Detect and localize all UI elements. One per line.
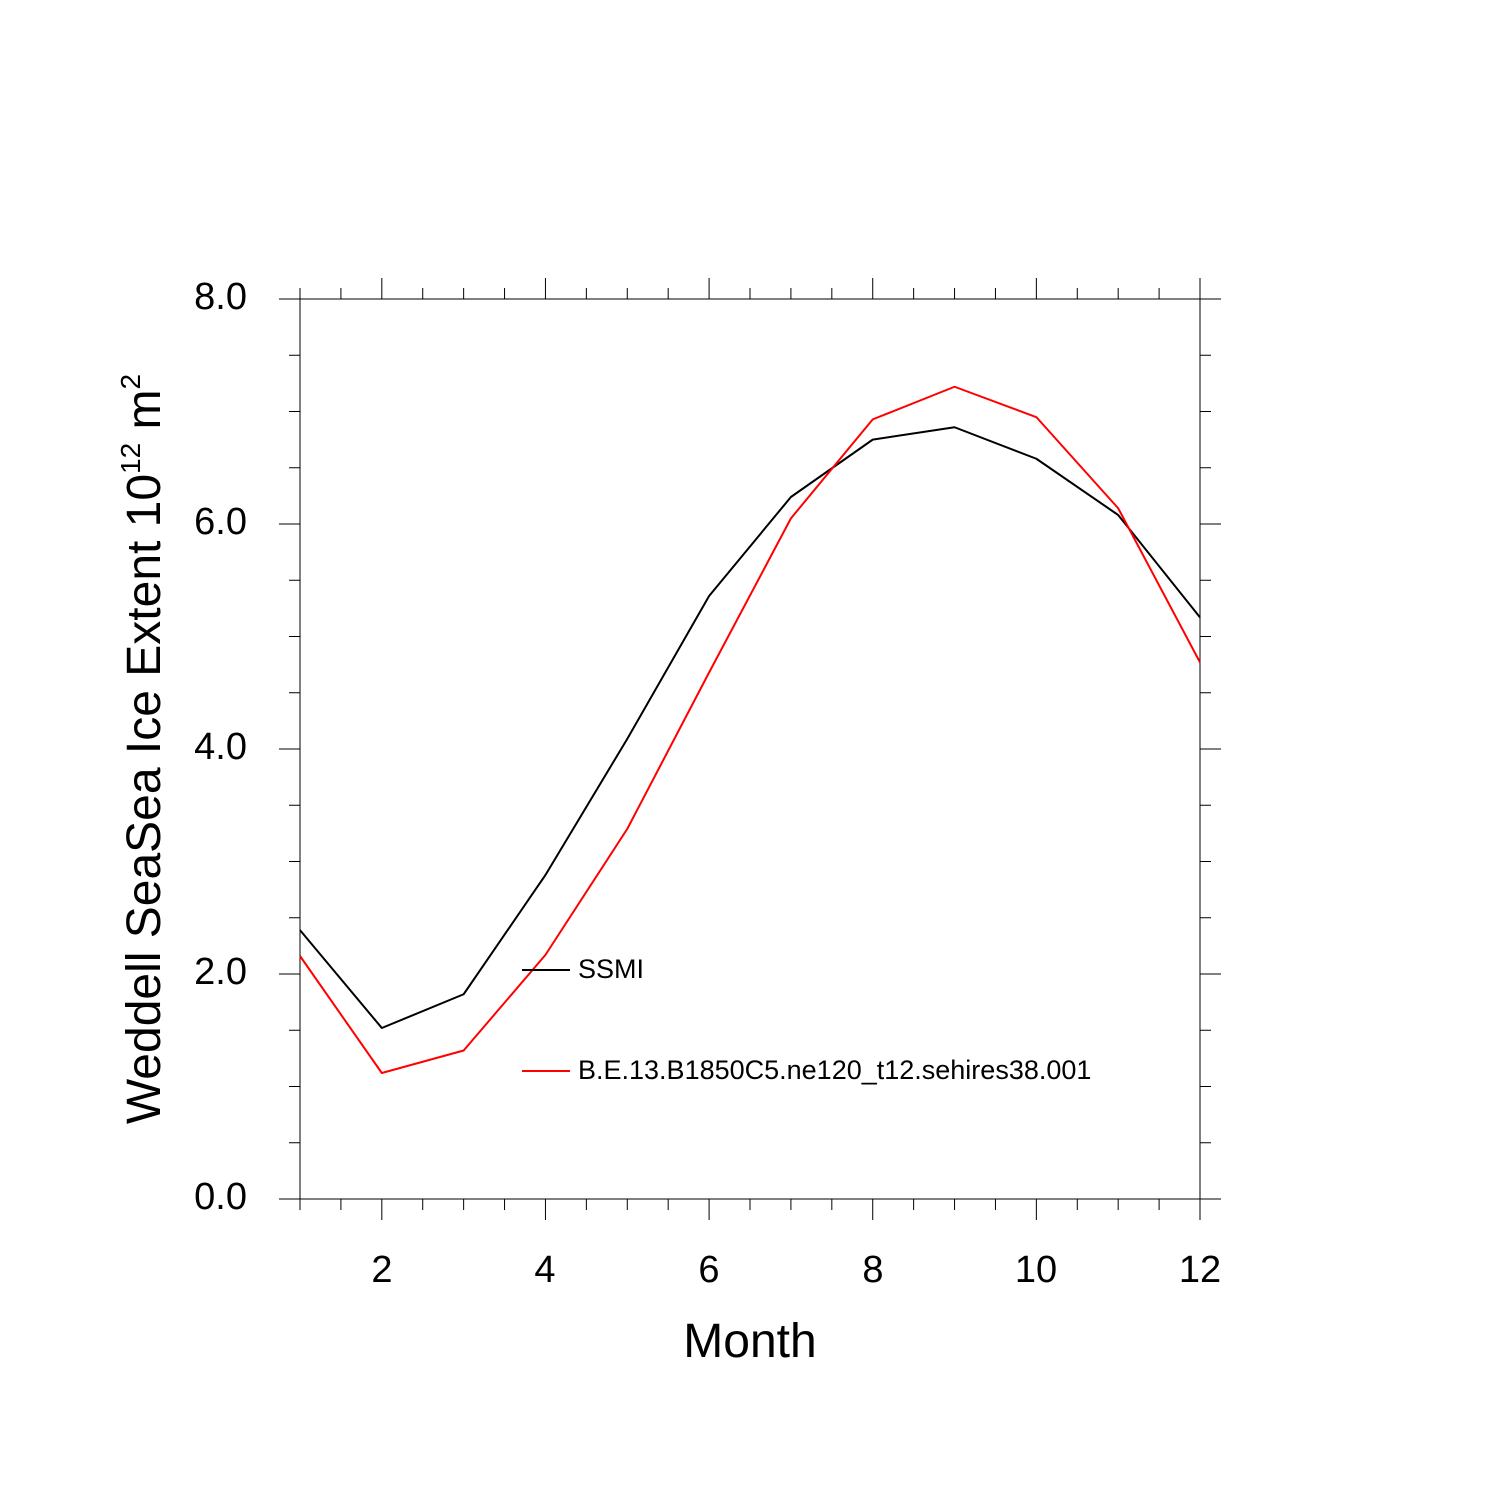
y-axis-title: Weddell SeaSea Ice Extent 1012 m2 bbox=[115, 374, 171, 1124]
y-axis-title-unit: m bbox=[118, 389, 171, 442]
x-tick-label: 8 bbox=[862, 1249, 883, 1291]
axis-ticks bbox=[279, 278, 1221, 1220]
plot-frame bbox=[299, 298, 1201, 1200]
x-tick-labels: 2 4 6 8 10 12 bbox=[371, 1249, 1221, 1291]
series-line-1 bbox=[299, 385, 1201, 1074]
x-tick-label: 10 bbox=[1015, 1249, 1057, 1291]
x-tick-label: 12 bbox=[1179, 1249, 1221, 1291]
x-tick-label: 2 bbox=[371, 1249, 392, 1291]
y-tick-label: 8.0 bbox=[194, 276, 247, 318]
series-layer bbox=[299, 385, 1201, 1074]
legend-label-ssmi: SSMI bbox=[578, 954, 644, 984]
x-tick-label: 6 bbox=[698, 1249, 719, 1291]
legend: SSMI B.E.13.B1850C5.ne120_t12.sehires38.… bbox=[522, 954, 1091, 1085]
y-axis-title-main: Weddell SeaSea Ice Extent 10 bbox=[118, 474, 171, 1124]
x-axis-title: Month bbox=[683, 1315, 816, 1368]
series-line-0 bbox=[299, 426, 1201, 1029]
y-tick-labels: 0.0 2.0 4.0 6.0 8.0 bbox=[194, 276, 247, 1218]
y-tick-label: 6.0 bbox=[194, 501, 247, 543]
y-tick-label: 2.0 bbox=[194, 951, 247, 993]
y-tick-label: 4.0 bbox=[194, 726, 247, 768]
legend-label-model: B.E.13.B1850C5.ne120_t12.sehires38.001 bbox=[578, 1055, 1091, 1085]
x-tick-label: 4 bbox=[534, 1249, 555, 1291]
y-axis-title-exponent: 12 bbox=[115, 443, 146, 474]
y-axis-title-unit-exponent: 2 bbox=[115, 374, 146, 390]
y-tick-label: 0.0 bbox=[194, 1176, 247, 1218]
